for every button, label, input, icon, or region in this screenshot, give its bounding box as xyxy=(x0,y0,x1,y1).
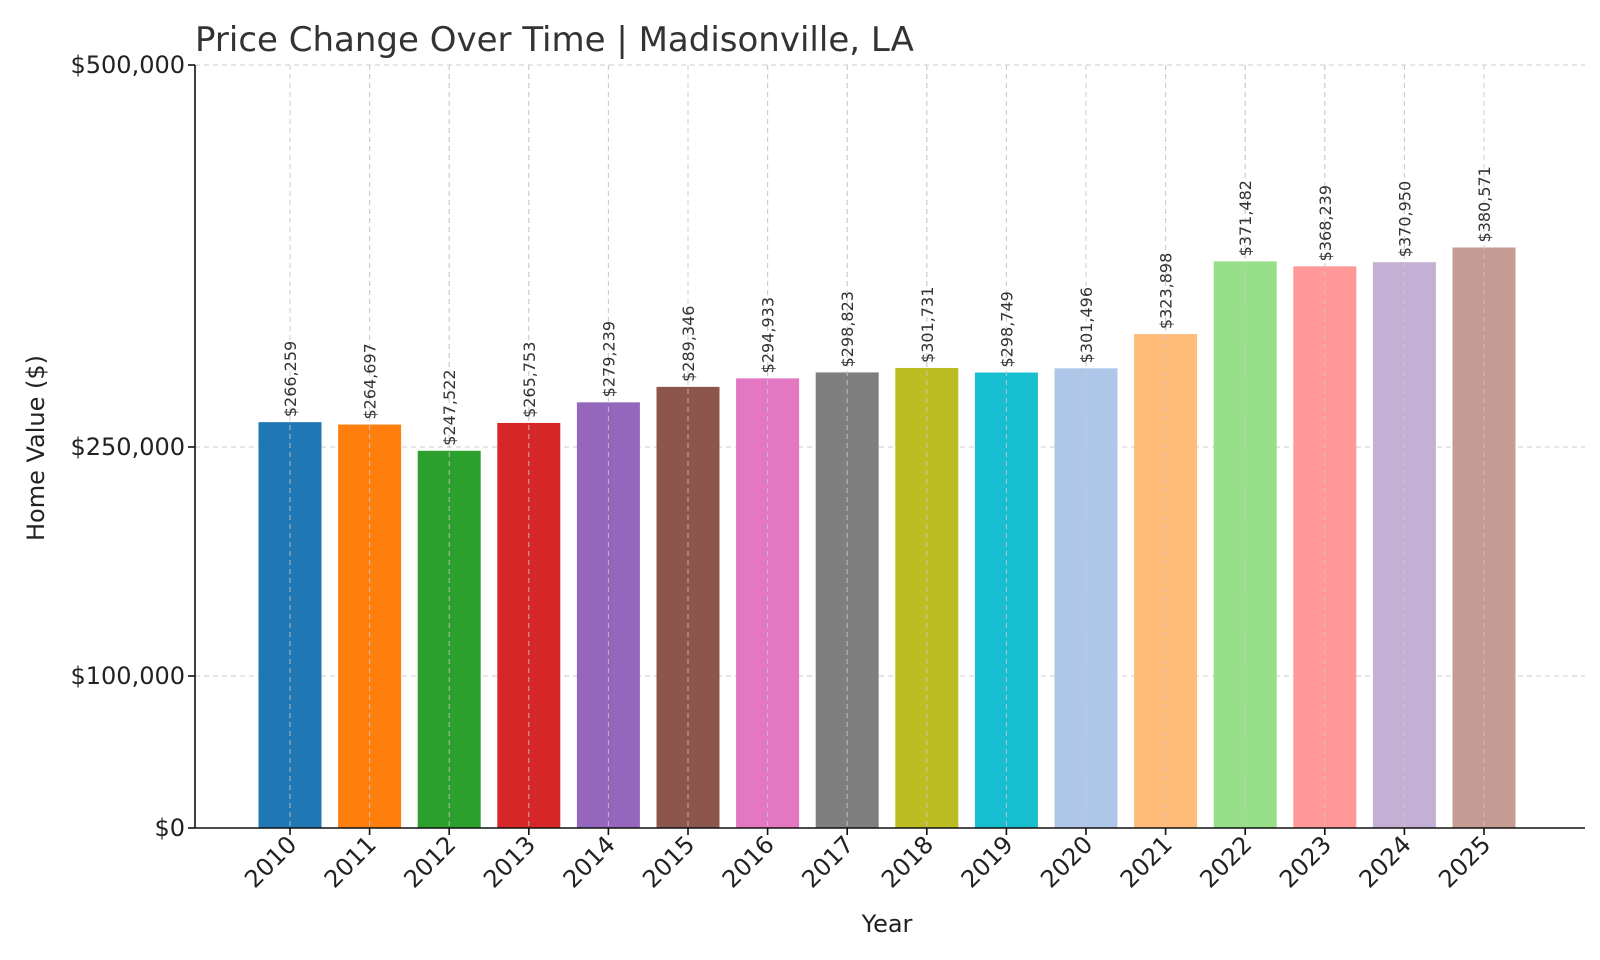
x-tick-label: 2021 xyxy=(1115,830,1178,893)
bar-2012 xyxy=(417,450,481,828)
bar-value-label: $368,239 xyxy=(1316,185,1335,261)
x-tick-label: 2011 xyxy=(319,830,382,893)
x-tick-label: 2019 xyxy=(956,830,1019,893)
y-tick-label: $0 xyxy=(154,814,185,842)
bar-value-label: $380,571 xyxy=(1475,166,1494,242)
bar-value-label: $371,482 xyxy=(1236,180,1255,256)
bar-value-label: $279,239 xyxy=(599,321,618,397)
x-tick-label: 2016 xyxy=(717,830,780,893)
bar-value-label: $265,753 xyxy=(520,342,539,418)
bar-value-label: $266,259 xyxy=(281,341,300,417)
x-axis-label: Year xyxy=(861,910,913,938)
bar-value-label: $323,898 xyxy=(1157,253,1176,329)
x-tick-label: 2010 xyxy=(239,830,302,893)
x-tick-label: 2012 xyxy=(398,830,461,893)
x-tick-label: 2020 xyxy=(1035,830,1098,893)
y-tick-label: $100,000 xyxy=(70,662,185,690)
x-tick-label: 2025 xyxy=(1433,830,1496,893)
x-tick-label: 2013 xyxy=(478,830,541,893)
x-tick-label: 2015 xyxy=(637,830,700,893)
bar-value-label: $247,522 xyxy=(440,369,459,445)
x-tick-label: 2022 xyxy=(1194,830,1257,893)
y-tick-label: $250,000 xyxy=(70,433,185,461)
bar-value-label: $298,823 xyxy=(838,291,857,367)
bar-value-label: $301,496 xyxy=(1077,287,1096,363)
bar-value-label: $301,731 xyxy=(918,287,937,363)
bar-value-label: $298,749 xyxy=(997,291,1016,367)
bar-value-label: $264,697 xyxy=(361,343,380,419)
bar-value-label: $294,933 xyxy=(759,297,778,373)
bar-value-label: $370,950 xyxy=(1395,181,1414,257)
bar-value-label: $289,346 xyxy=(679,306,698,382)
x-tick-label: 2014 xyxy=(558,830,621,893)
x-tick-label: 2023 xyxy=(1274,830,1337,893)
value-labels: $266,259 $264,697 $247,522 $265,753 $279,239… xyxy=(281,166,1494,446)
y-axis-label: Home Value ($) xyxy=(22,355,50,541)
y-tick-label: $500,000 xyxy=(70,51,185,79)
bars xyxy=(258,65,1516,829)
x-tick-label: 2017 xyxy=(796,830,859,893)
chart-title: Price Change Over Time | Madisonville, L… xyxy=(195,20,914,60)
x-tick-label: 2018 xyxy=(876,830,939,893)
x-tick-label: 2024 xyxy=(1354,830,1417,893)
